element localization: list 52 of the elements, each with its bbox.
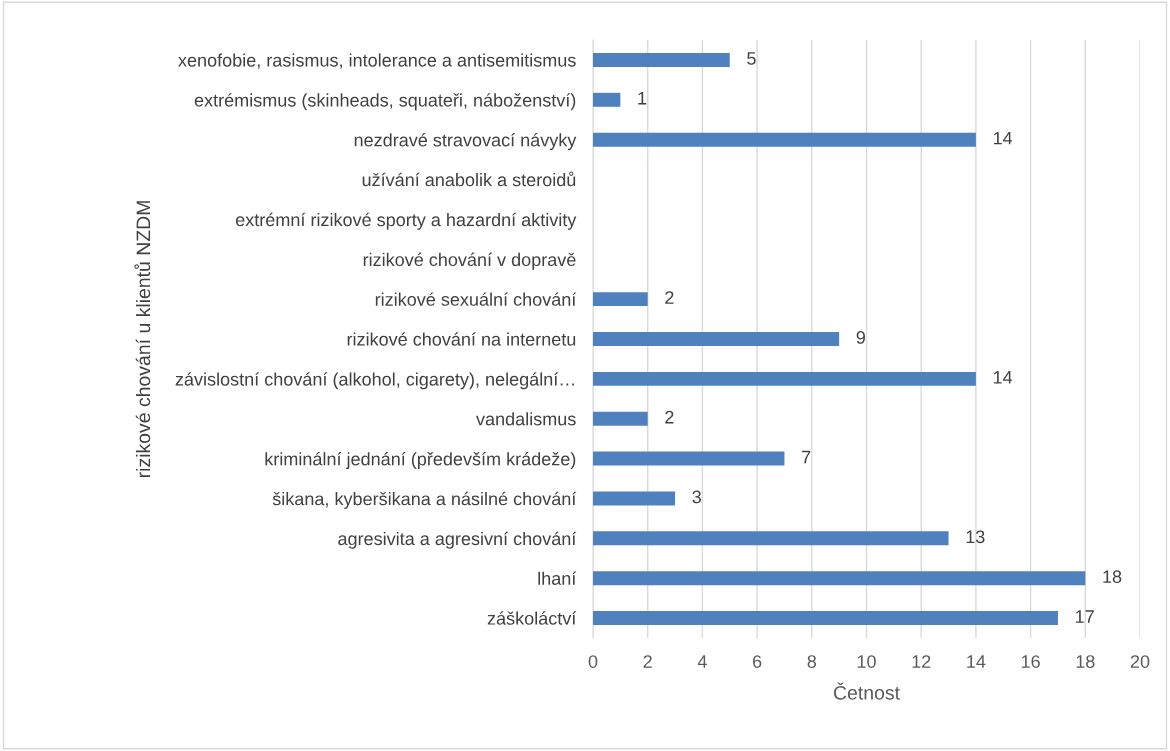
x-tick-label: 0 [588,655,598,668]
y-tick-label: extrémismus (skinheads, squateři, náboženství) [194,93,576,111]
y-tick-label: vandalismus [476,412,576,426]
y-tick-label: záškoláctví [487,611,577,625]
data-label: 2 [665,291,674,304]
data-label: 13 [966,530,985,544]
x-tick-label: 4 [697,655,707,668]
bar [593,411,648,426]
data-label: 18 [1103,570,1122,584]
x-tick-label: 12 [912,655,931,668]
y-tick-label: nezdravé stravovací návyky [354,133,577,151]
x-tick-label: 6 [753,655,762,668]
data-label: 5 [747,52,756,65]
y-tick-label: agresivita a agresivní chování [338,531,577,549]
data-label: 2 [665,410,674,424]
x-axis-title: Četnost [833,682,900,700]
y-tick-label: rizikové chování na internetu [347,332,576,346]
y-tick-label: rizikové chování v dopravě [363,252,576,270]
bar [593,571,1086,586]
y-axis-title: rizikové chování u klientů NZDM [134,201,151,478]
bar [593,371,976,386]
x-tick-label: 10 [857,655,876,668]
y-tick-label: xenofobie, rasismus, intolerance a antisemitismus [178,53,576,69]
bar [593,52,730,67]
data-label: 1 [638,92,647,105]
bar [593,451,785,466]
data-label: 9 [856,331,865,344]
bar [593,92,621,107]
bar [593,292,648,307]
bar [593,132,976,147]
data-label: 14 [993,131,1013,145]
y-tick-label: rizikové sexuální chování [375,292,577,306]
x-tick-label: 14 [967,655,986,668]
x-tick-label: 18 [1076,655,1095,668]
y-tick-label: závislostní chování (alkohol, cigarety), nelegální… [175,372,574,390]
data-label: 7 [802,450,811,464]
bar [593,491,676,506]
x-tick-label: 16 [1021,655,1040,668]
bar [593,531,949,546]
data-label: 14 [993,371,1013,384]
bar [593,611,1058,626]
x-tick-label: 8 [807,655,817,668]
x-tick-label: 2 [643,655,652,668]
data-label: 3 [692,490,701,504]
y-tick-label: kriminální jednání (především krádeže) [265,451,576,469]
y-tick-label: šikana, kyberšikana a násilné chování [272,491,577,509]
y-tick-label: lhaní [538,571,577,585]
bar [593,332,840,346]
data-label: 17 [1075,610,1094,623]
x-tick-label: 20 [1130,655,1150,668]
y-tick-label: extrémní rizikové sporty a hazardní aktivity [235,212,577,230]
y-tick-label: užívání anabolik a steroidů [362,171,576,187]
